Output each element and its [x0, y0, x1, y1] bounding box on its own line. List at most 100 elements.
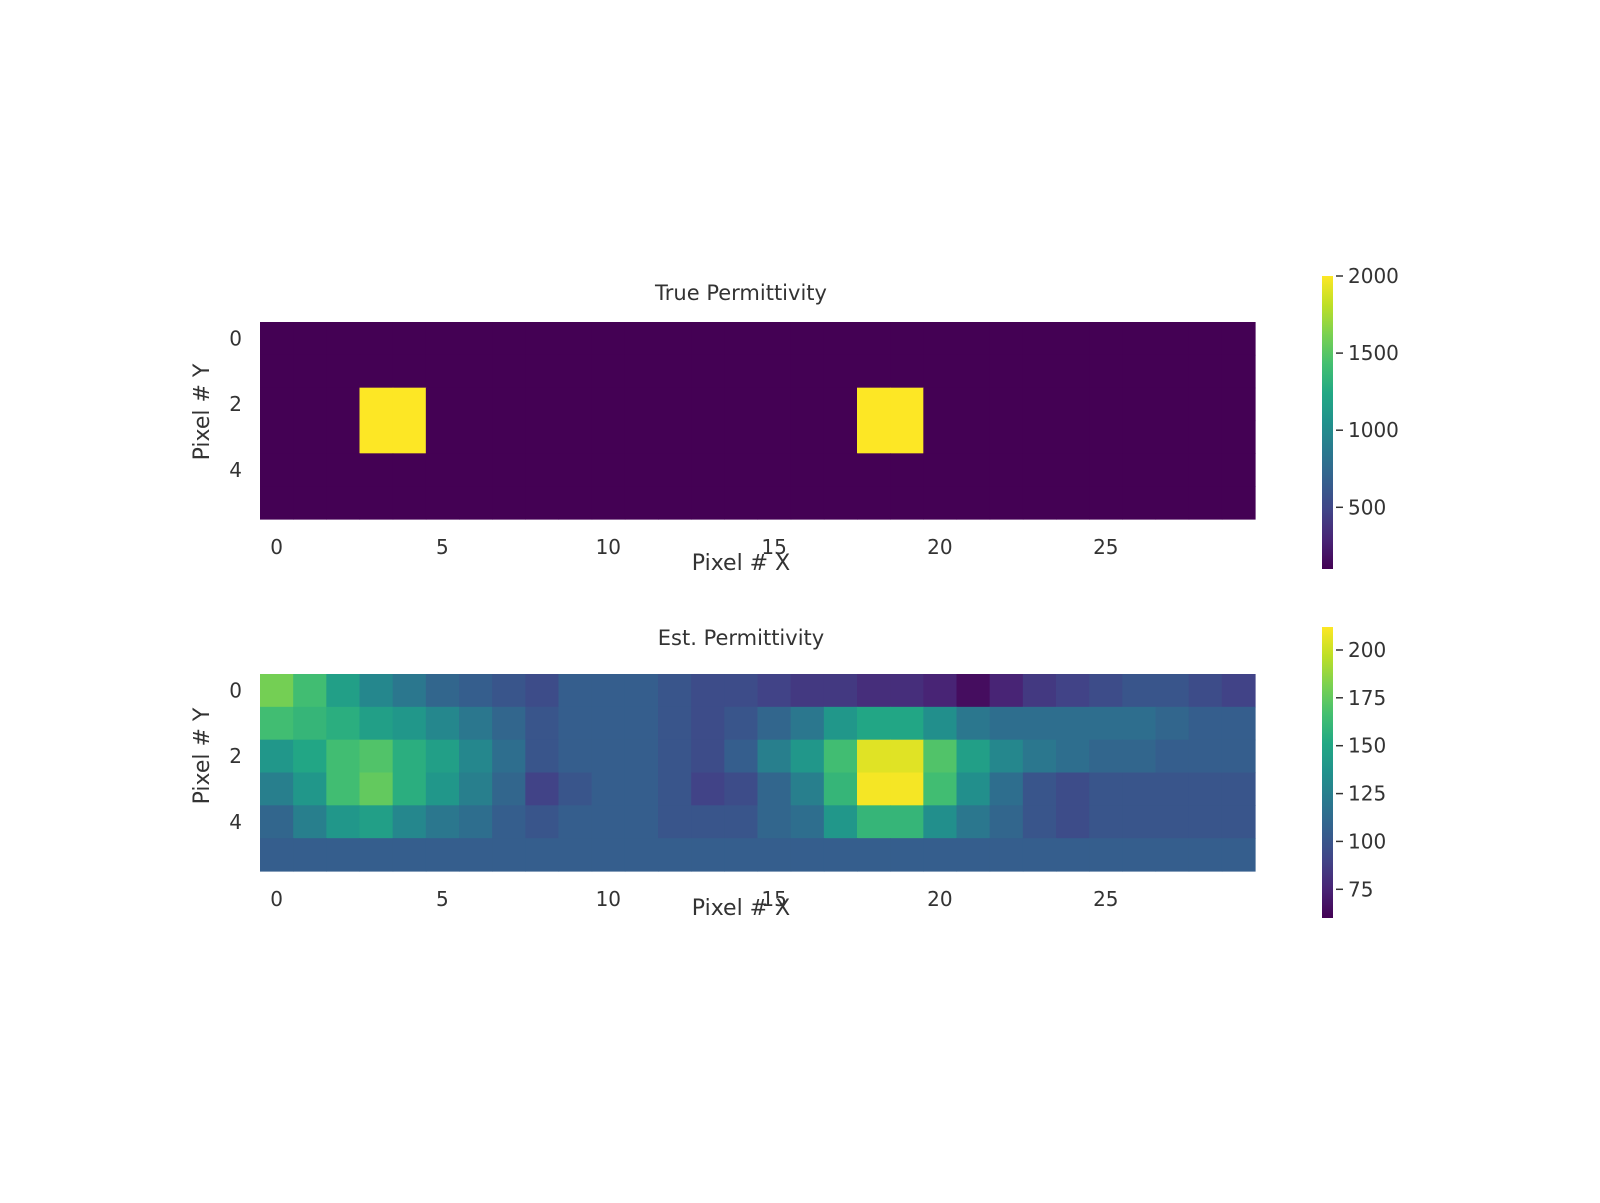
heatmap-cell-r4-c23	[1022, 805, 1057, 839]
heatmap-cell-r2-c17	[823, 387, 858, 422]
heatmap-cell-r3-c27	[1155, 772, 1190, 806]
heatmap-cell-r2-c20	[923, 739, 958, 774]
heatmap-cell-r5-c23	[1022, 486, 1057, 520]
heatmap-cell-r3-c25	[1089, 772, 1123, 806]
heatmap-cell-r0-c25	[1089, 674, 1123, 708]
heatmap-cell-r1-c4	[392, 706, 427, 741]
heatmap-cell-r1-c24	[1056, 706, 1090, 741]
heatmap-cell-r4-c6	[459, 453, 493, 487]
heatmap-cell-r5-c11	[624, 486, 659, 520]
heatmap-cell-r0-c24	[1056, 322, 1090, 356]
heatmap-cell-r5-c3	[359, 838, 394, 872]
heatmap-cell-r2-c12	[658, 387, 692, 422]
heatmap-cell-r5-c1	[293, 486, 327, 520]
heatmap-cell-r3-c9	[558, 772, 593, 806]
heatmap-cell-r5-c29	[1221, 486, 1256, 520]
heatmap-cell-r5-c14	[724, 838, 759, 872]
heatmap-cell-r4-c17	[823, 805, 858, 839]
x-tick-label: 10	[596, 887, 621, 911]
heatmap-cell-r2-c28	[1188, 739, 1223, 774]
x-tick-label: 0	[270, 535, 283, 559]
heatmap-cell-r1-c29	[1221, 354, 1256, 389]
heatmap-cell-r5-c26	[1122, 486, 1157, 520]
heatmap-cell-r3-c12	[658, 420, 692, 454]
heatmap-cell-r5-c4	[392, 838, 427, 872]
heatmap-cell-r0-c3	[359, 674, 394, 708]
heatmap-cell-r1-c8	[525, 706, 560, 741]
heatmap-cell-r3-c19	[890, 772, 924, 806]
heatmap-cell-r5-c23	[1022, 838, 1057, 872]
heatmap-cell-r0-c1	[293, 674, 327, 708]
heatmap-cell-r1-c28	[1188, 354, 1223, 389]
heatmap-cell-r3-c3	[359, 420, 394, 454]
heatmap-cell-r5-c28	[1188, 486, 1223, 520]
colorbar-tick-label: 2000	[1348, 264, 1399, 288]
heatmap-cell-r0-c27	[1155, 674, 1190, 708]
heatmap-cell-r1-c1	[293, 706, 327, 741]
heatmap-cell-r1-c17	[823, 706, 858, 741]
y-tick-label: 0	[229, 326, 242, 350]
heatmap-cell-r5-c21	[956, 486, 991, 520]
heatmap-cell-r3-c10	[591, 772, 626, 806]
y-tick-label: 2	[229, 744, 242, 768]
heatmap-cell-r4-c4	[392, 805, 427, 839]
heatmap-cell-r2-c19	[890, 739, 924, 774]
heatmap-cell-r1-c12	[658, 706, 692, 741]
heatmap-cell-r0-c15	[757, 674, 792, 708]
heatmap-cell-r1-c22	[989, 706, 1024, 741]
heatmap-cell-r3-c0	[260, 772, 294, 806]
heatmap-cell-r1-c22	[989, 354, 1024, 389]
heatmap-cell-r2-c3	[359, 739, 394, 774]
heatmap-cell-r2-c25	[1089, 387, 1123, 422]
heatmap-cell-r1-c15	[757, 706, 792, 741]
heatmap-cell-r3-c28	[1188, 420, 1223, 454]
heatmap-cell-r0-c24	[1056, 674, 1090, 708]
heatmap-cell-r4-c12	[658, 453, 692, 487]
heatmap-cell-r0-c9	[558, 322, 593, 356]
heatmap-cell-r4-c10	[591, 453, 626, 487]
x-tick-labels: 0 5 10 15 20 25	[270, 887, 1118, 911]
heatmap-cell-r1-c14	[724, 354, 759, 389]
heatmap-cell-r3-c17	[823, 772, 858, 806]
heatmap-cell-r1-c6	[459, 354, 493, 389]
heatmap-cell-r5-c2	[326, 838, 361, 872]
heatmap-cell-r1-c18	[857, 354, 891, 389]
x-tick-label: 15	[761, 887, 786, 911]
heatmap-cell-r4-c9	[558, 453, 593, 487]
heatmap-cell-r3-c18	[857, 420, 891, 454]
heatmap-cell-r1-c24	[1056, 354, 1090, 389]
heatmap-cell-r1-c14	[724, 706, 759, 741]
heatmap-cell-r0-c14	[724, 674, 759, 708]
heatmap-cell-r4-c14	[724, 805, 759, 839]
heatmap-cell-r1-c9	[558, 354, 593, 389]
heatmap-cell-r1-c25	[1089, 354, 1123, 389]
heatmap-cell-r3-c24	[1056, 772, 1090, 806]
heatmap-cell-r3-c4	[392, 420, 427, 454]
heatmap-cell-r4-c22	[989, 805, 1024, 839]
heatmap-cell-r2-c27	[1155, 387, 1190, 422]
heatmap-cell-r1-c10	[591, 706, 626, 741]
heatmap-cell-r5-c10	[591, 486, 626, 520]
heatmap-cell-r5-c3	[359, 486, 394, 520]
heatmap-cell-r4-c15	[757, 805, 792, 839]
heatmap-cell-r3-c24	[1056, 420, 1090, 454]
colorbar-tick-label: 150	[1348, 734, 1386, 758]
heatmap-cell-r1-c3	[359, 354, 394, 389]
heatmap-cell-r5-c13	[691, 838, 725, 872]
x-tick-label: 20	[927, 887, 952, 911]
heatmap-cell-r5-c4	[392, 486, 427, 520]
heatmap-cell-r1-c9	[558, 706, 593, 741]
heatmap-cell-r3-c26	[1122, 772, 1157, 806]
heatmap-cell-r1-c29	[1221, 706, 1256, 741]
heatmap-cell-r2-c2	[326, 387, 361, 422]
heatmap-cell-r4-c21	[956, 453, 991, 487]
heatmap-cell-r3-c19	[890, 420, 924, 454]
heatmap-cell-r0-c8	[525, 322, 560, 356]
heatmap-cell-r2-c26	[1122, 387, 1157, 422]
heatmap-cell-r1-c7	[492, 706, 526, 741]
heatmap-cell-r4-c13	[691, 453, 725, 487]
heatmap-cell-r0-c10	[591, 322, 626, 356]
heatmap-cell-r2-c14	[724, 387, 759, 422]
x-tick-label: 25	[1093, 535, 1118, 559]
